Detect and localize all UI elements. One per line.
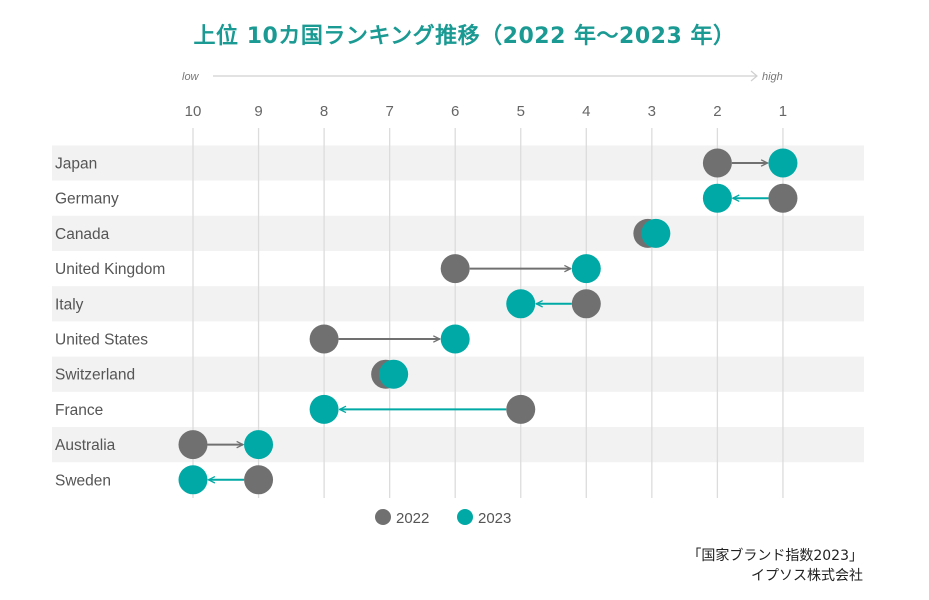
- dot-2022: [244, 465, 274, 495]
- dot-2023: [571, 254, 601, 284]
- rank-tick-label: 1: [779, 103, 787, 120]
- legend-label-2023: 2023: [478, 510, 511, 527]
- dumbbell-row: [702, 183, 798, 213]
- row-bands: [52, 145, 864, 463]
- legend-item-2022: 2022: [375, 509, 429, 527]
- source-line-2: イプソス株式会社: [751, 568, 863, 584]
- country-label: United States: [55, 332, 148, 349]
- dumbbell-row: [506, 289, 601, 319]
- dot-2023: [440, 324, 470, 354]
- low-high-axis: low high: [182, 70, 783, 83]
- dot-2023: [309, 394, 339, 424]
- row-band: [52, 286, 864, 322]
- row-band: [52, 427, 864, 463]
- data-marks: [178, 148, 798, 495]
- dot-2022: [702, 148, 732, 178]
- rank-tick-label: 9: [254, 103, 262, 120]
- rank-ticks: 10 9 8 7 6 5 4 3 2 1: [185, 103, 787, 120]
- dot-2023: [641, 218, 671, 248]
- dot-2022: [768, 183, 798, 213]
- country-label: United Kingdom: [55, 261, 165, 278]
- legend: 2022 2023: [375, 509, 511, 527]
- dot-2023: [768, 148, 798, 178]
- rank-tick-label: 10: [185, 103, 202, 120]
- row-band: [52, 356, 864, 392]
- rank-tick-label: 6: [451, 103, 459, 120]
- chart-title: 上位 10カ国ランキング推移（2022 年～2023 年）: [193, 24, 736, 49]
- axis-high-label: high: [762, 71, 783, 83]
- legend-item-2023: 2023: [457, 509, 511, 527]
- country-labels: Japan Germany Canada United Kingdom Italy Uni…: [55, 156, 165, 490]
- dot-2022: [571, 289, 601, 319]
- rank-tick-label: 4: [582, 103, 590, 120]
- dumbbell-row: [702, 148, 798, 178]
- dumbbell-row: [309, 324, 470, 354]
- country-label: Canada: [55, 226, 110, 243]
- dot-2022: [440, 254, 470, 284]
- rank-tick-label: 5: [517, 103, 525, 120]
- source-note: 「国家ブランド指数2023」 イプソス株式会社: [687, 546, 863, 586]
- dumbbell-row: [178, 465, 274, 495]
- dot-2022: [309, 324, 339, 354]
- dumbbell-row: [371, 359, 409, 389]
- country-label: Germany: [55, 191, 119, 208]
- country-label: France: [55, 402, 103, 419]
- dot-2022: [178, 430, 208, 460]
- dumbbell-row: [178, 430, 274, 460]
- legend-label-2022: 2022: [396, 510, 429, 527]
- rank-tick-label: 7: [385, 103, 393, 120]
- rank-tick-label: 8: [320, 103, 328, 120]
- dot-2023: [506, 289, 536, 319]
- dumbbell-row: [440, 254, 601, 284]
- dumbbell-chart: low high 10 9 8 7 6 5 4 3 2 1 Japan Germany Canada U…: [52, 70, 864, 527]
- country-label: Japan: [55, 156, 97, 173]
- country-label: Switzerland: [55, 367, 135, 384]
- dot-2023: [702, 183, 732, 213]
- legend-dot-2023: [457, 509, 473, 525]
- country-label: Italy: [55, 296, 84, 313]
- dumbbell-row: [633, 218, 671, 248]
- dumbbell-row: [309, 394, 536, 424]
- dot-2023: [244, 430, 274, 460]
- arrow-right-icon: [750, 70, 758, 82]
- rank-tick-label: 2: [713, 103, 721, 120]
- dot-2023: [379, 359, 409, 389]
- row-band: [52, 215, 864, 251]
- dot-2023: [178, 465, 208, 495]
- legend-dot-2022: [375, 509, 391, 525]
- rank-tick-label: 3: [648, 103, 656, 120]
- country-label: Australia: [55, 437, 116, 454]
- source-line-1: 「国家ブランド指数2023」: [687, 548, 863, 564]
- axis-low-label: low: [182, 71, 200, 83]
- country-label: Sweden: [55, 472, 111, 489]
- dot-2022: [506, 394, 536, 424]
